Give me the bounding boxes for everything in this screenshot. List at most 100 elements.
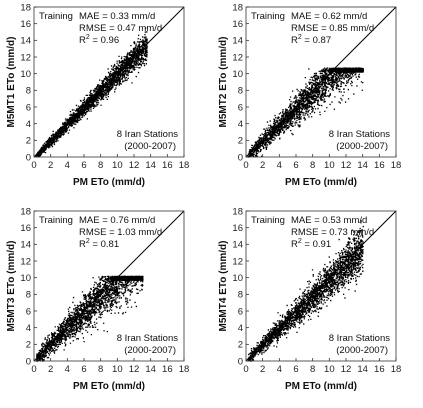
y-tick-label: 6 <box>238 102 243 113</box>
x-axis-label: PM ETo (mm/d) <box>285 177 357 188</box>
r2-label: R2 = 0.87 <box>291 34 331 46</box>
y-tick-label: 0 <box>238 152 243 163</box>
x-tick-label: 14 <box>357 160 368 171</box>
x-tick-label: 2 <box>48 364 53 375</box>
x-tick-label: 18 <box>391 364 402 375</box>
y-tick-label: 18 <box>20 2 31 13</box>
one-to-one-line <box>245 210 397 362</box>
x-tick-label: 18 <box>179 160 190 171</box>
period-label: (2000-2007) <box>124 345 176 356</box>
y-tick-label: 14 <box>20 240 31 251</box>
phase-label: Training <box>251 11 285 22</box>
x-tick-label: 8 <box>98 364 103 375</box>
y-tick-label: 14 <box>20 36 31 47</box>
y-tick-label: 10 <box>232 273 243 284</box>
x-tick-label: 8 <box>310 160 315 171</box>
y-tick-label: 18 <box>20 206 31 217</box>
y-tick-label: 2 <box>26 136 31 147</box>
y-tick-label: 2 <box>238 136 243 147</box>
x-tick-label: 16 <box>162 364 173 375</box>
rmse-label: RMSE = 0.47 mm/d <box>79 23 162 34</box>
y-tick-label: 0 <box>238 356 243 367</box>
x-tick-label: 6 <box>81 160 86 171</box>
plot-frame <box>33 210 185 362</box>
y-tick-label: 10 <box>20 273 31 284</box>
chart-panel-m5mt3: 0 2 4 6 8 10 12 14 16 18 0 2 4 6 8 10 12 14 16 18 PM ETo (mm… <box>0 204 211 408</box>
y-tick-label: 16 <box>20 19 31 30</box>
x-tick-label: 10 <box>324 160 335 171</box>
x-axis-label: PM ETo (mm/d) <box>73 381 145 392</box>
mae-label: MAE = 0.76 mm/d <box>79 215 155 226</box>
x-tick-label: 12 <box>129 160 140 171</box>
x-tick-label: 4 <box>65 160 70 171</box>
stations-label: 8 Iran Stations <box>329 333 391 344</box>
period-label: (2000-2007) <box>336 345 388 356</box>
one-to-one-line <box>245 6 397 158</box>
mae-label: MAE = 0.62 mm/d <box>291 11 367 22</box>
x-tick-label: 0 <box>243 160 248 171</box>
mae-label: MAE = 0.53 mm/d <box>291 215 367 226</box>
y-tick-label: 12 <box>20 52 31 63</box>
x-tick-label: 0 <box>31 364 36 375</box>
y-tick-label: 8 <box>238 290 243 301</box>
y-tick-label: 6 <box>26 306 31 317</box>
rmse-label: RMSE = 1.03 mm/d <box>79 227 162 238</box>
x-tick-label: 6 <box>293 160 298 171</box>
x-tick-label: 16 <box>374 160 385 171</box>
x-tick-label: 4 <box>277 364 282 375</box>
x-tick-label: 6 <box>81 364 86 375</box>
x-tick-label: 12 <box>341 364 352 375</box>
x-axis-label: PM ETo (mm/d) <box>285 381 357 392</box>
y-axis-label: M5MT1 ETo (mm/d) <box>6 37 17 128</box>
x-tick-label: 10 <box>324 364 335 375</box>
stations-label: 8 Iran Stations <box>329 129 391 140</box>
scatter-points <box>35 27 148 158</box>
y-tick-label: 16 <box>20 223 31 234</box>
x-tick-label: 10 <box>112 160 123 171</box>
y-tick-label: 10 <box>232 69 243 80</box>
y-tick-label: 12 <box>232 52 243 63</box>
x-tick-label: 16 <box>374 364 385 375</box>
mae-label: MAE = 0.33 mm/d <box>79 11 155 22</box>
x-tick-label: 18 <box>391 160 402 171</box>
y-tick-label: 8 <box>238 86 243 97</box>
y-tick-label: 2 <box>238 340 243 351</box>
y-tick-label: 6 <box>238 306 243 317</box>
x-tick-label: 8 <box>98 160 103 171</box>
x-tick-label: 2 <box>48 160 53 171</box>
y-tick-label: 0 <box>26 152 31 163</box>
stations-label: 8 Iran Stations <box>117 129 179 140</box>
y-tick-label: 8 <box>26 290 31 301</box>
chart-panel-m5mt2: 0 2 4 6 8 10 12 14 16 18 0 2 4 6 8 10 12 14 16 18 PM ETo (mm… <box>212 0 423 204</box>
period-label: (2000-2007) <box>124 141 176 152</box>
y-tick-label: 6 <box>26 102 31 113</box>
x-tick-label: 18 <box>179 364 190 375</box>
y-tick-label: 18 <box>232 206 243 217</box>
phase-label: Training <box>39 215 73 226</box>
rmse-label: RMSE = 0.73 mm/d <box>291 227 374 238</box>
r2-label: R2 = 0.91 <box>291 238 331 250</box>
x-tick-label: 12 <box>129 364 140 375</box>
y-tick-label: 8 <box>26 86 31 97</box>
y-tick-label: 4 <box>238 323 243 334</box>
x-tick-label: 12 <box>341 160 352 171</box>
y-tick-label: 18 <box>232 2 243 13</box>
r2-label: R2 = 0.96 <box>79 34 119 46</box>
x-axis-label: PM ETo (mm/d) <box>73 177 145 188</box>
y-tick-label: 16 <box>232 223 243 234</box>
y-tick-label: 4 <box>238 119 243 130</box>
stations-label: 8 Iran Stations <box>117 333 179 344</box>
x-tick-label: 14 <box>145 364 156 375</box>
y-tick-label: 4 <box>26 119 31 130</box>
x-tick-label: 16 <box>162 160 173 171</box>
one-to-one-line <box>33 210 185 362</box>
x-tick-label: 6 <box>293 364 298 375</box>
x-tick-label: 0 <box>31 160 36 171</box>
y-axis-label: M5MT2 ETo (mm/d) <box>218 37 229 128</box>
y-tick-label: 14 <box>232 36 243 47</box>
x-tick-label: 2 <box>260 364 265 375</box>
y-tick-label: 12 <box>232 256 243 267</box>
period-label: (2000-2007) <box>336 141 388 152</box>
